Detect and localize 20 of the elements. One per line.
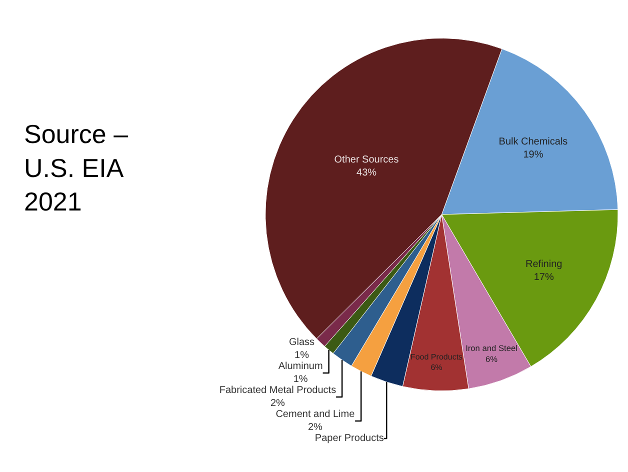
slice-label: Aluminum	[278, 360, 323, 372]
data-label: 2%	[308, 422, 323, 433]
slice-label: Food Products	[410, 352, 463, 362]
data-label: 6%	[485, 354, 498, 364]
data-label: 6%	[430, 363, 442, 372]
data-label: 17%	[534, 272, 554, 284]
slice-label: Glass	[288, 336, 315, 348]
source-note: Source – U.S. EIA 2021	[24, 119, 129, 217]
slice-label: Refining	[526, 259, 562, 270]
slice-label: Paper Products	[314, 432, 384, 444]
slice-label: Fabricated Metal Products	[219, 384, 336, 396]
data-label: 19%	[523, 149, 544, 160]
data-label: 1%	[294, 350, 310, 361]
slice-label: Bulk Chemicals	[498, 136, 568, 148]
data-label: 2%	[270, 398, 286, 409]
slice-label: Cement and Lime	[276, 408, 356, 420]
slice-label: Other Sources	[334, 154, 399, 166]
slice-label: Iron and Steel	[466, 343, 518, 354]
data-label: 1%	[293, 374, 308, 385]
data-label: 43%	[356, 167, 377, 178]
